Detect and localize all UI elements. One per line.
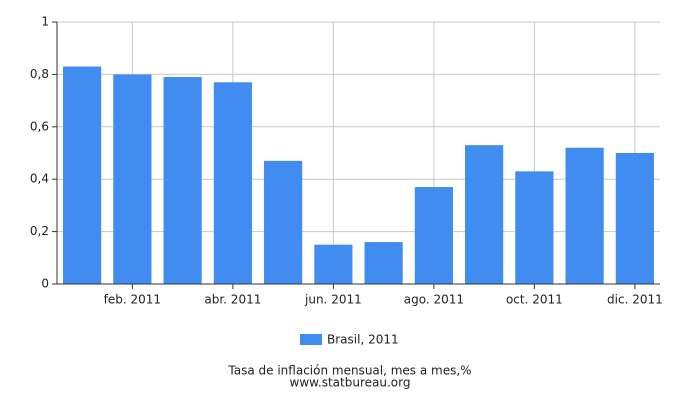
bar <box>314 244 353 284</box>
x-tick-label: ago. 2011 <box>404 293 464 307</box>
legend-label: Brasil, 2011 <box>327 333 399 347</box>
y-tick-label: 0,8 <box>30 67 49 81</box>
x-tick-label: jun. 2011 <box>304 293 362 307</box>
x-tick-label: abr. 2011 <box>204 293 261 307</box>
bar <box>113 74 152 285</box>
y-tick-label: 0,4 <box>30 172 49 186</box>
y-tick-label: 0,6 <box>30 119 49 133</box>
bar <box>414 187 453 284</box>
x-tick-label: feb. 2011 <box>104 293 161 307</box>
bar <box>264 160 303 284</box>
source: www.statbureau.org <box>290 376 411 390</box>
bar <box>515 171 554 284</box>
x-tick-label: dic. 2011 <box>607 293 663 307</box>
y-tick-label: 0,2 <box>30 224 49 238</box>
bar <box>615 153 654 284</box>
bar <box>213 82 252 284</box>
bar <box>565 147 604 284</box>
x-tick-label: oct. 2011 <box>506 293 563 307</box>
y-tick-label: 1 <box>41 15 49 29</box>
chart-title: Tasa de inflación mensual, mes a mes,% <box>227 364 471 378</box>
y-tick-label: 0 <box>41 277 49 291</box>
legend-swatch <box>300 334 322 345</box>
bar <box>63 66 102 284</box>
bar <box>364 242 403 284</box>
bar <box>163 77 202 285</box>
bar <box>465 145 504 284</box>
